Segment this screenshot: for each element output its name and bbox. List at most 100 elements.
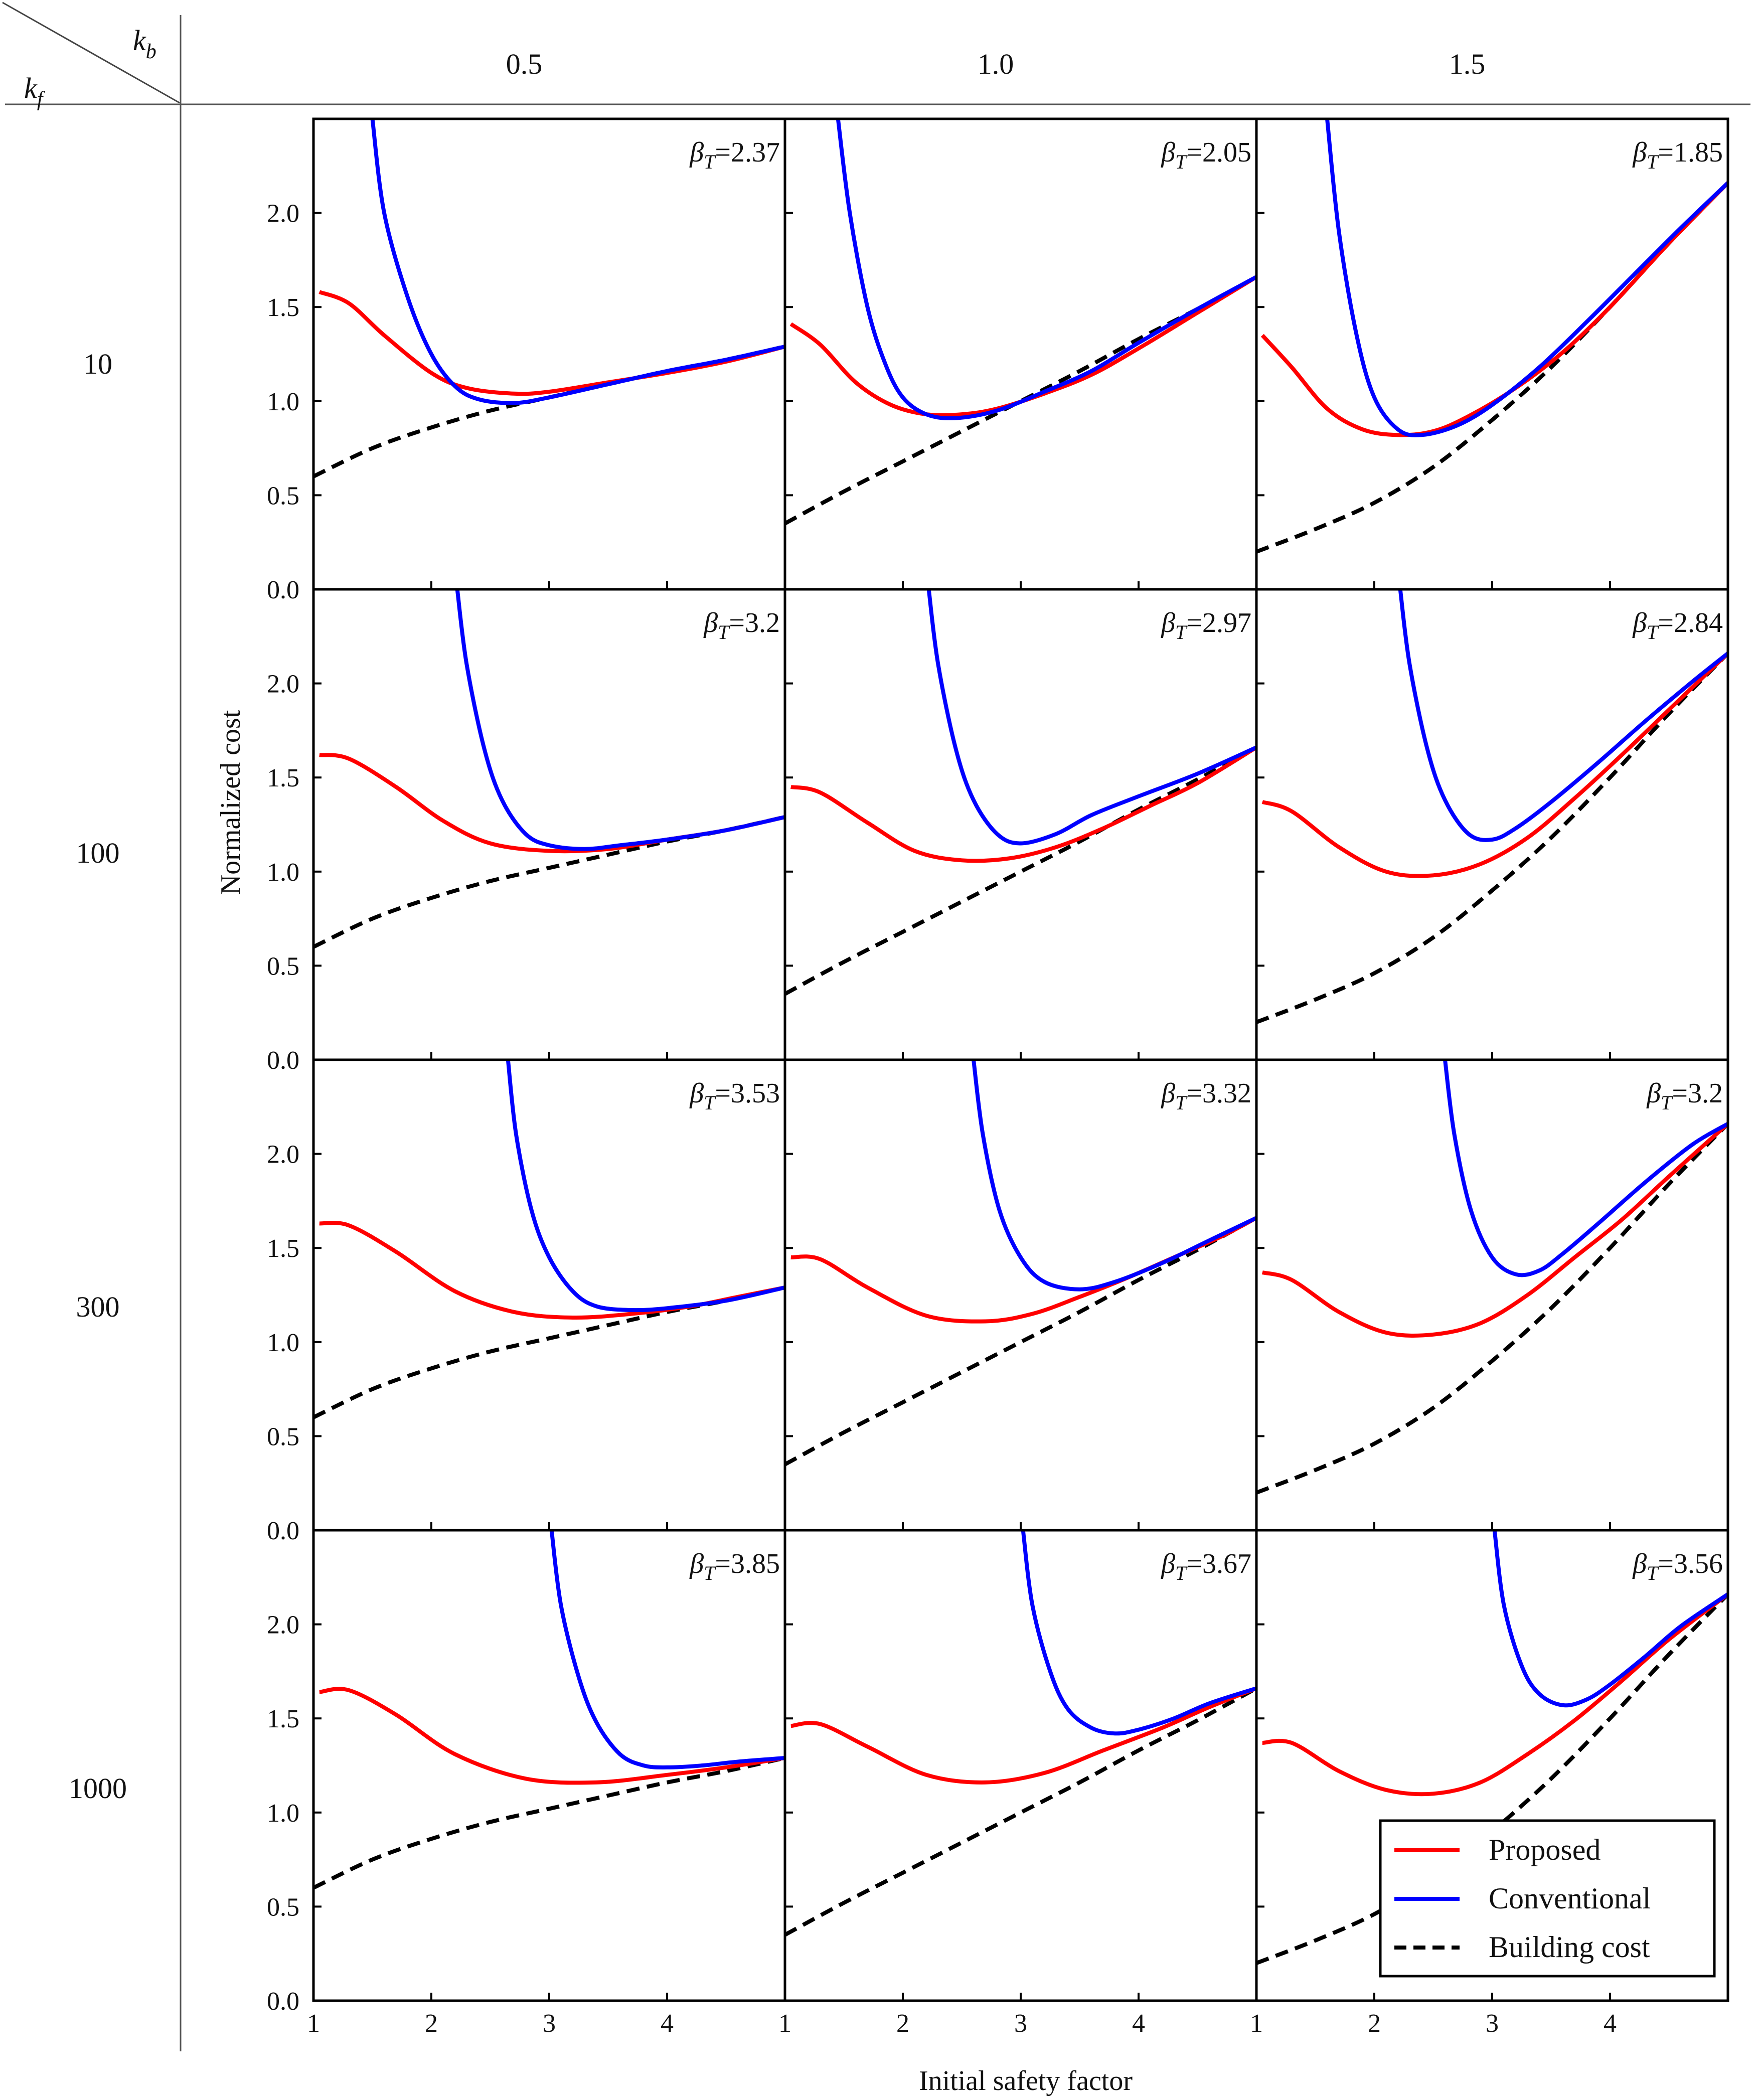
series-conventional bbox=[1325, 119, 1728, 437]
y-tick-label: 2.0 bbox=[267, 1611, 299, 1640]
x-tick-label: 2 bbox=[896, 2009, 909, 2038]
kf-symbol: k bbox=[24, 72, 38, 104]
series-conventional bbox=[972, 1060, 1256, 1291]
series-building-cost bbox=[313, 1756, 785, 1890]
x-tick-label: 1 bbox=[778, 2009, 791, 2038]
panel-plot-area bbox=[785, 119, 1256, 526]
x-tick-label: 2 bbox=[1368, 2009, 1381, 2038]
panel-plot-area bbox=[1256, 589, 1728, 1024]
corner-diagonal bbox=[2, 2, 180, 104]
legend-label-proposed: Proposed bbox=[1489, 1833, 1601, 1866]
y-tick-label: 0.5 bbox=[267, 481, 299, 510]
x-tick-label: 1 bbox=[1250, 2009, 1263, 2038]
y-tick-label: 1.5 bbox=[267, 293, 299, 322]
beta-symbol: β bbox=[689, 1548, 704, 1579]
beta-label: βT=3.56 bbox=[1632, 1548, 1723, 1584]
panel: βT=2.05 bbox=[785, 119, 1256, 526]
series-proposed bbox=[1261, 1122, 1728, 1338]
panel-plot-area bbox=[313, 1060, 785, 1419]
panel: βT=2.84 bbox=[1256, 589, 1728, 1024]
beta-symbol: β bbox=[689, 137, 704, 168]
beta-value: =3.53 bbox=[715, 1078, 780, 1109]
beta-symbol: β bbox=[1632, 607, 1647, 638]
x-tick-label: 4 bbox=[1604, 2009, 1617, 2038]
beta-subscript: T bbox=[1647, 150, 1659, 173]
beta-subscript: T bbox=[718, 621, 730, 643]
x-tick-label: 3 bbox=[1486, 2009, 1499, 2038]
series-proposed bbox=[1261, 652, 1728, 878]
beta-subscript: T bbox=[1175, 1091, 1188, 1114]
beta-symbol: β bbox=[703, 607, 718, 638]
series-proposed bbox=[790, 1686, 1256, 1785]
beta-value: =2.37 bbox=[715, 137, 780, 168]
y-tick-label: 0.5 bbox=[267, 952, 299, 981]
row-header: 1000 bbox=[69, 1772, 127, 1805]
beta-value: =2.97 bbox=[1186, 607, 1251, 638]
beta-subscript: T bbox=[1175, 1562, 1188, 1584]
column-headers: 0.5 1.0 1.5 bbox=[506, 48, 1486, 80]
beta-symbol: β bbox=[1632, 137, 1647, 168]
beta-subscript: T bbox=[704, 1091, 716, 1114]
x-tick-label: 3 bbox=[1014, 2009, 1027, 2038]
beta-subscript: T bbox=[704, 1562, 716, 1584]
corner-col-label: kb bbox=[133, 24, 156, 63]
row-header: 10 bbox=[83, 348, 112, 380]
series-proposed bbox=[789, 275, 1256, 417]
series-conventional bbox=[1443, 1060, 1728, 1277]
beta-label: βT=3.53 bbox=[689, 1078, 780, 1114]
x-tick-label: 4 bbox=[1132, 2009, 1145, 2038]
beta-label: βT=3.32 bbox=[1161, 1078, 1251, 1114]
series-conventional bbox=[549, 1530, 785, 1769]
axes: 0.0 0.5 1.0 1.5 2.0 0.0 0.5 1.0 1.5 2.0 0.0 0.5 1.0 1… bbox=[267, 117, 1729, 2038]
beta-symbol: β bbox=[1161, 607, 1175, 638]
panel-plot-area bbox=[313, 589, 785, 949]
panel: βT=3.2 bbox=[1256, 1060, 1728, 1495]
y-tick-label: 0.0 bbox=[267, 1046, 299, 1075]
y-tick-label: 0.0 bbox=[267, 1987, 299, 2016]
row-header: 100 bbox=[76, 837, 120, 869]
panel: βT=2.37 bbox=[313, 119, 785, 478]
corner-row-label: kf bbox=[24, 72, 46, 111]
kf-subscript: f bbox=[37, 88, 46, 111]
series-proposed bbox=[790, 745, 1256, 863]
panel: βT=3.53 bbox=[313, 1060, 785, 1419]
kb-subscript: b bbox=[146, 40, 156, 63]
beta-symbol: β bbox=[1161, 137, 1175, 168]
beta-label: βT=2.97 bbox=[1161, 607, 1251, 643]
panel: βT=2.97 bbox=[785, 589, 1256, 996]
series-building-cost bbox=[785, 1686, 1256, 1937]
y-tick-label: 1.0 bbox=[267, 1799, 299, 1828]
beta-value: =3.67 bbox=[1186, 1548, 1251, 1579]
panel: βT=3.2 bbox=[313, 589, 785, 949]
y-tick-label: 1.0 bbox=[267, 1329, 299, 1357]
series-proposed bbox=[790, 1216, 1256, 1324]
beta-value: =3.2 bbox=[729, 607, 780, 638]
y-tick-label: 1.5 bbox=[267, 1234, 299, 1263]
row-header: 300 bbox=[76, 1290, 120, 1323]
panel-plot-area bbox=[1256, 119, 1728, 554]
x-axis-label: Initial safety factor bbox=[919, 2065, 1133, 2096]
panel-plot-area bbox=[785, 589, 1256, 996]
panel: βT=1.85 bbox=[1256, 119, 1728, 554]
y-tick-label: 1.5 bbox=[267, 1705, 299, 1733]
beta-subscript: T bbox=[1175, 150, 1188, 173]
x-tick-label: 4 bbox=[661, 2009, 674, 2038]
column-header: 0.5 bbox=[506, 48, 543, 80]
panel-plot-area bbox=[313, 119, 785, 478]
beta-subscript: T bbox=[1647, 621, 1659, 643]
x-tick-label: 1 bbox=[307, 2009, 320, 2038]
series-proposed bbox=[1262, 1592, 1728, 1797]
beta-label: βT=3.85 bbox=[689, 1548, 780, 1584]
beta-value: =3.2 bbox=[1672, 1078, 1723, 1109]
beta-label: βT=1.85 bbox=[1632, 137, 1723, 173]
panel: βT=3.85 bbox=[313, 1530, 785, 1890]
series-building-cost bbox=[313, 1285, 785, 1419]
beta-value: =2.84 bbox=[1658, 607, 1723, 638]
beta-label: βT=3.67 bbox=[1161, 1548, 1251, 1584]
panel-plot-area bbox=[785, 1530, 1256, 1937]
beta-value: =3.85 bbox=[715, 1548, 780, 1579]
legend-label-conventional: Conventional bbox=[1489, 1882, 1651, 1915]
series-proposed bbox=[319, 1687, 785, 1785]
